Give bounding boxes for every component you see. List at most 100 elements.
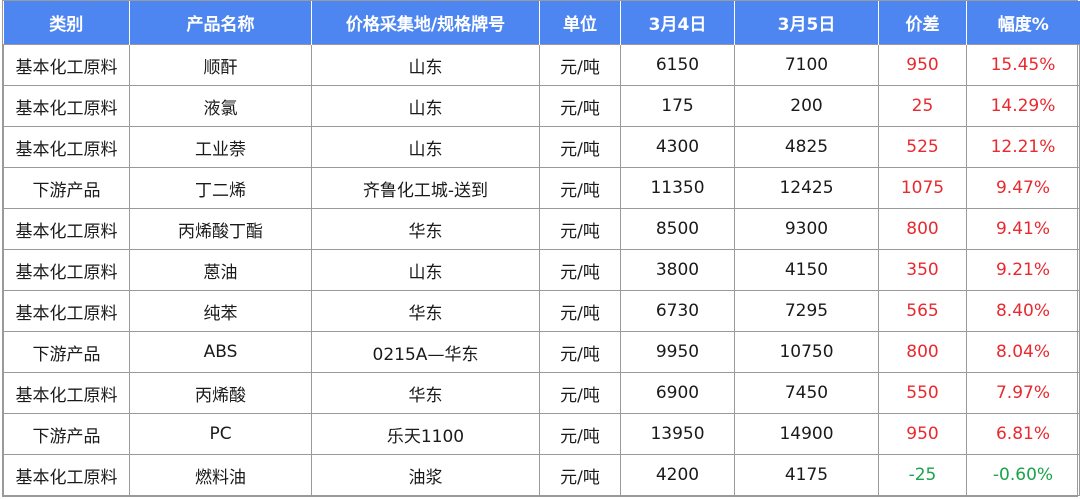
cell-price-0305: 4175 xyxy=(734,454,879,496)
cell-diff: 800 xyxy=(878,331,967,373)
cell-location: 0215A—华东 xyxy=(311,331,540,373)
price-change-table: 类别 产品名称 价格采集地/规格牌号 单位 3月4日 3月5日 价差 幅度% 基… xyxy=(3,1,1080,496)
cell-pct: 12.21% xyxy=(966,126,1080,168)
cell-location: 油浆 xyxy=(311,454,540,496)
cell-unit: 元/吨 xyxy=(539,167,621,209)
cell-diff: 525 xyxy=(878,126,967,168)
cell-category: 基本化工原料 xyxy=(3,208,130,250)
cell-pct: 7.97% xyxy=(966,372,1080,414)
cell-price-0304: 175 xyxy=(620,85,735,127)
cell-category: 下游产品 xyxy=(3,167,130,209)
cell-diff: -25 xyxy=(878,454,967,496)
cell-price-0305: 200 xyxy=(734,85,879,127)
table-row: 基本化工原料 液氯 山东 元/吨 175 200 25 14.29% xyxy=(3,85,1080,127)
cell-location: 华东 xyxy=(311,372,540,414)
header-row: 类别 产品名称 价格采集地/规格牌号 单位 3月4日 3月5日 价差 幅度% xyxy=(3,1,1080,45)
cell-pct: -0.60% xyxy=(966,454,1080,496)
table-row: 基本化工原料 顺酐 山东 元/吨 6150 7100 950 15.45% xyxy=(3,44,1080,86)
cell-location: 山东 xyxy=(311,126,540,168)
table-row: 基本化工原料 工业萘 山东 元/吨 4300 4825 525 12.21% xyxy=(3,126,1080,168)
cell-location: 山东 xyxy=(311,85,540,127)
table-row: 基本化工原料 纯苯 华东 元/吨 6730 7295 565 8.40% xyxy=(3,290,1080,332)
cell-pct: 9.41% xyxy=(966,208,1080,250)
table-row: 基本化工原料 燃料油 油浆 元/吨 4200 4175 -25 -0.60% xyxy=(3,454,1080,496)
cell-price-0305: 7450 xyxy=(734,372,879,414)
cell-location: 山东 xyxy=(311,44,540,86)
table-row: 基本化工原料 蒽油 山东 元/吨 3800 4150 350 9.21% xyxy=(3,249,1080,291)
cell-pct: 8.04% xyxy=(966,331,1080,373)
cell-diff: 950 xyxy=(878,413,967,455)
cell-unit: 元/吨 xyxy=(539,44,621,86)
header-price-0305: 3月5日 xyxy=(734,1,879,45)
table-row: 基本化工原料 丙烯酸 华东 元/吨 6900 7450 550 7.97% xyxy=(3,372,1080,414)
cell-product: 顺酐 xyxy=(129,44,312,86)
cell-diff: 350 xyxy=(878,249,967,291)
cell-location: 华东 xyxy=(311,208,540,250)
cell-price-0304: 8500 xyxy=(620,208,735,250)
header-diff: 价差 xyxy=(878,1,967,45)
cell-price-0305: 4150 xyxy=(734,249,879,291)
cell-pct: 6.81% xyxy=(966,413,1080,455)
cell-product: 工业萘 xyxy=(129,126,312,168)
cell-product: 蒽油 xyxy=(129,249,312,291)
cell-price-0305: 14900 xyxy=(734,413,879,455)
cell-diff: 950 xyxy=(878,44,967,86)
cell-pct: 14.29% xyxy=(966,85,1080,127)
cell-price-0304: 4300 xyxy=(620,126,735,168)
cell-price-0304: 6150 xyxy=(620,44,735,86)
cell-price-0304: 13950 xyxy=(620,413,735,455)
cell-unit: 元/吨 xyxy=(539,331,621,373)
cell-price-0305: 7100 xyxy=(734,44,879,86)
cell-unit: 元/吨 xyxy=(539,85,621,127)
cell-price-0304: 11350 xyxy=(620,167,735,209)
cell-location: 乐天1100 xyxy=(311,413,540,455)
cell-price-0304: 9950 xyxy=(620,331,735,373)
cell-product: 丙烯酸丁酯 xyxy=(129,208,312,250)
cell-product: 液氯 xyxy=(129,85,312,127)
cell-location: 山东 xyxy=(311,249,540,291)
header-location: 价格采集地/规格牌号 xyxy=(311,1,540,45)
cell-unit: 元/吨 xyxy=(539,290,621,332)
cell-pct: 15.45% xyxy=(966,44,1080,86)
cell-category: 基本化工原料 xyxy=(3,372,130,414)
cell-price-0305: 7295 xyxy=(734,290,879,332)
cell-product: 纯苯 xyxy=(129,290,312,332)
cell-location: 齐鲁化工城-送到 xyxy=(311,167,540,209)
header-pct: 幅度% xyxy=(966,1,1080,45)
cell-price-0304: 6730 xyxy=(620,290,735,332)
cell-category: 基本化工原料 xyxy=(3,44,130,86)
cell-category: 基本化工原料 xyxy=(3,290,130,332)
header-product: 产品名称 xyxy=(129,1,312,45)
cell-price-0305: 4825 xyxy=(734,126,879,168)
cell-price-0305: 9300 xyxy=(734,208,879,250)
header-category: 类别 xyxy=(3,1,130,45)
cell-diff: 565 xyxy=(878,290,967,332)
cell-product: ABS xyxy=(129,331,312,373)
cell-category: 基本化工原料 xyxy=(3,249,130,291)
table-row: 基本化工原料 丙烯酸丁酯 华东 元/吨 8500 9300 800 9.41% xyxy=(3,208,1080,250)
cell-diff: 550 xyxy=(878,372,967,414)
cell-category: 下游产品 xyxy=(3,331,130,373)
cell-diff: 1075 xyxy=(878,167,967,209)
cell-price-0304: 3800 xyxy=(620,249,735,291)
cell-category: 基本化工原料 xyxy=(3,85,130,127)
cell-pct: 9.47% xyxy=(966,167,1080,209)
table-row: 下游产品 PC 乐天1100 元/吨 13950 14900 950 6.81% xyxy=(3,413,1080,455)
header-price-0304: 3月4日 xyxy=(620,1,735,45)
cell-diff: 800 xyxy=(878,208,967,250)
cell-category: 基本化工原料 xyxy=(3,454,130,496)
table-row: 下游产品 ABS 0215A—华东 元/吨 9950 10750 800 8.04% xyxy=(3,331,1080,373)
table-row: 下游产品 丁二烯 齐鲁化工城-送到 元/吨 11350 12425 1075 9.47% xyxy=(3,167,1080,209)
header-unit: 单位 xyxy=(539,1,621,45)
cell-price-0305: 10750 xyxy=(734,331,879,373)
cell-unit: 元/吨 xyxy=(539,454,621,496)
cell-diff: 25 xyxy=(878,85,967,127)
cell-unit: 元/吨 xyxy=(539,413,621,455)
cell-product: PC xyxy=(129,413,312,455)
cell-pct: 9.21% xyxy=(966,249,1080,291)
cell-unit: 元/吨 xyxy=(539,126,621,168)
cell-price-0304: 4200 xyxy=(620,454,735,496)
cell-location: 华东 xyxy=(311,290,540,332)
cell-price-0304: 6900 xyxy=(620,372,735,414)
